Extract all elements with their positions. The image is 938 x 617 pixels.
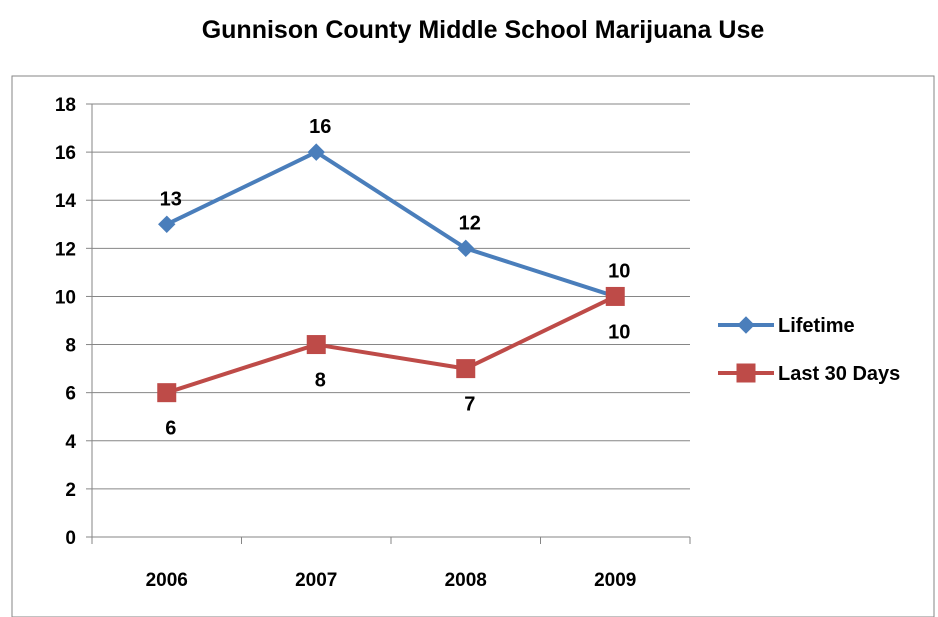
point-last-30-days	[306, 335, 326, 355]
point-last-30-days	[157, 383, 177, 403]
x-tick-label: 2007	[295, 570, 337, 591]
point-lifetime	[307, 143, 325, 161]
y-tick-label: 8	[65, 336, 76, 357]
y-tick-label: 6	[65, 384, 76, 405]
x-tick-label: 2008	[445, 570, 487, 591]
point-lifetime	[158, 215, 176, 233]
x-tick-label: 2009	[594, 570, 636, 591]
y-tick-label: 4	[65, 432, 76, 453]
legend-label-last-30-days: Last 30 Days	[778, 363, 900, 385]
data-label-last-30-days: 6	[165, 418, 176, 440]
data-label-last-30-days: 10	[608, 321, 630, 343]
data-label-last-30-days: 7	[464, 394, 475, 416]
axes: 0 2 4 6 8 10 12 14 16 18 2006 2007 2008 2009	[55, 95, 691, 591]
y-tick-label: 0	[65, 528, 76, 549]
data-label-last-30-days: 8	[315, 370, 326, 392]
y-tick-label: 10	[55, 287, 76, 308]
legend-marker-last-30-days	[736, 363, 756, 383]
data-label-lifetime: 16	[309, 116, 331, 138]
gridlines	[92, 103, 690, 490]
y-tick-label: 12	[55, 239, 76, 260]
data-labels: 13 16 12 10 6 8 7 10	[160, 116, 631, 440]
y-tick-label: 16	[55, 143, 76, 164]
chart-area-border	[11, 75, 935, 617]
data-label-lifetime: 12	[459, 212, 481, 234]
point-last-30-days	[456, 359, 476, 379]
data-label-lifetime: 10	[608, 260, 630, 282]
y-tick-label: 14	[55, 191, 77, 212]
series-group	[157, 143, 625, 403]
chart-title: Gunnison County Middle School Marijuana …	[202, 16, 765, 44]
y-tick-label: 18	[55, 95, 76, 116]
x-tick-label: 2006	[146, 570, 188, 591]
legend-marker-lifetime	[737, 316, 755, 334]
point-last-30-days	[605, 286, 625, 306]
point-lifetime	[457, 239, 475, 258]
legend: Lifetime Last 30 Days	[718, 315, 900, 385]
y-tick-label: 2	[65, 480, 76, 501]
series-line-last-30-days	[166, 294, 617, 395]
series-line-lifetime	[165, 150, 616, 299]
legend-label-lifetime: Lifetime	[778, 315, 855, 337]
data-label-lifetime: 13	[160, 188, 182, 210]
